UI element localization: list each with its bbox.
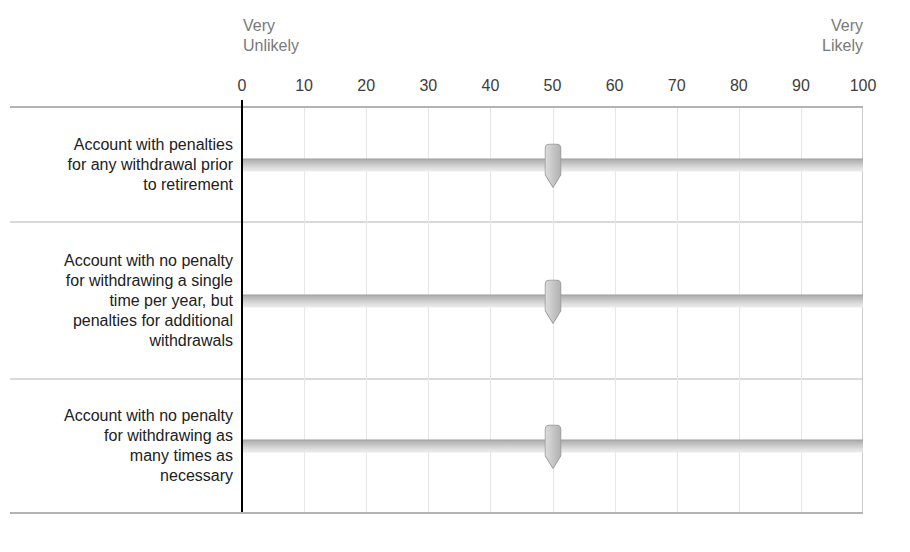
tick-label-40: 40 xyxy=(481,77,499,95)
tick-labels: 0 10 20 30 40 50 60 70 80 90 100 xyxy=(242,77,863,97)
slider-row-no-penalty: Account with no penalty for withdrawing … xyxy=(10,380,863,512)
row-label: Account with no penalty for withdrawing … xyxy=(10,223,242,378)
tick-label-10: 10 xyxy=(295,77,313,95)
scale-anchor-very-likely: Very Likely xyxy=(822,16,863,56)
slider-cell xyxy=(242,223,863,378)
tick-label-90: 90 xyxy=(792,77,810,95)
tick-label-0: 0 xyxy=(238,77,247,95)
tick-label-80: 80 xyxy=(730,77,748,95)
scale-anchor-very-unlikely: Very Unlikely xyxy=(243,16,299,56)
tick-label-30: 30 xyxy=(419,77,437,95)
slider-cell xyxy=(242,108,863,221)
tick-label-70: 70 xyxy=(668,77,686,95)
slider-handle[interactable] xyxy=(544,279,561,324)
row-label: Account with penalties for any withdrawa… xyxy=(10,108,242,221)
slider-question-page: Very Unlikely Very Likely 0 10 20 30 40 … xyxy=(0,0,910,552)
slider-handle[interactable] xyxy=(544,425,561,470)
slider-row-penalties-any-withdrawal: Account with penalties for any withdrawa… xyxy=(10,108,863,223)
slider-matrix: Account with penalties for any withdrawa… xyxy=(10,106,863,514)
tick-label-100: 100 xyxy=(850,77,877,95)
row-label: Account with no penalty for withdrawing … xyxy=(10,380,242,512)
axis-line-zero xyxy=(241,100,243,512)
tick-label-60: 60 xyxy=(606,77,624,95)
slider-handle[interactable] xyxy=(544,143,561,188)
slider-cell xyxy=(242,380,863,512)
slider-row-penalty-single-withdrawal: Account with no penalty for withdrawing … xyxy=(10,223,863,380)
tick-label-50: 50 xyxy=(544,77,562,95)
tick-label-20: 20 xyxy=(357,77,375,95)
